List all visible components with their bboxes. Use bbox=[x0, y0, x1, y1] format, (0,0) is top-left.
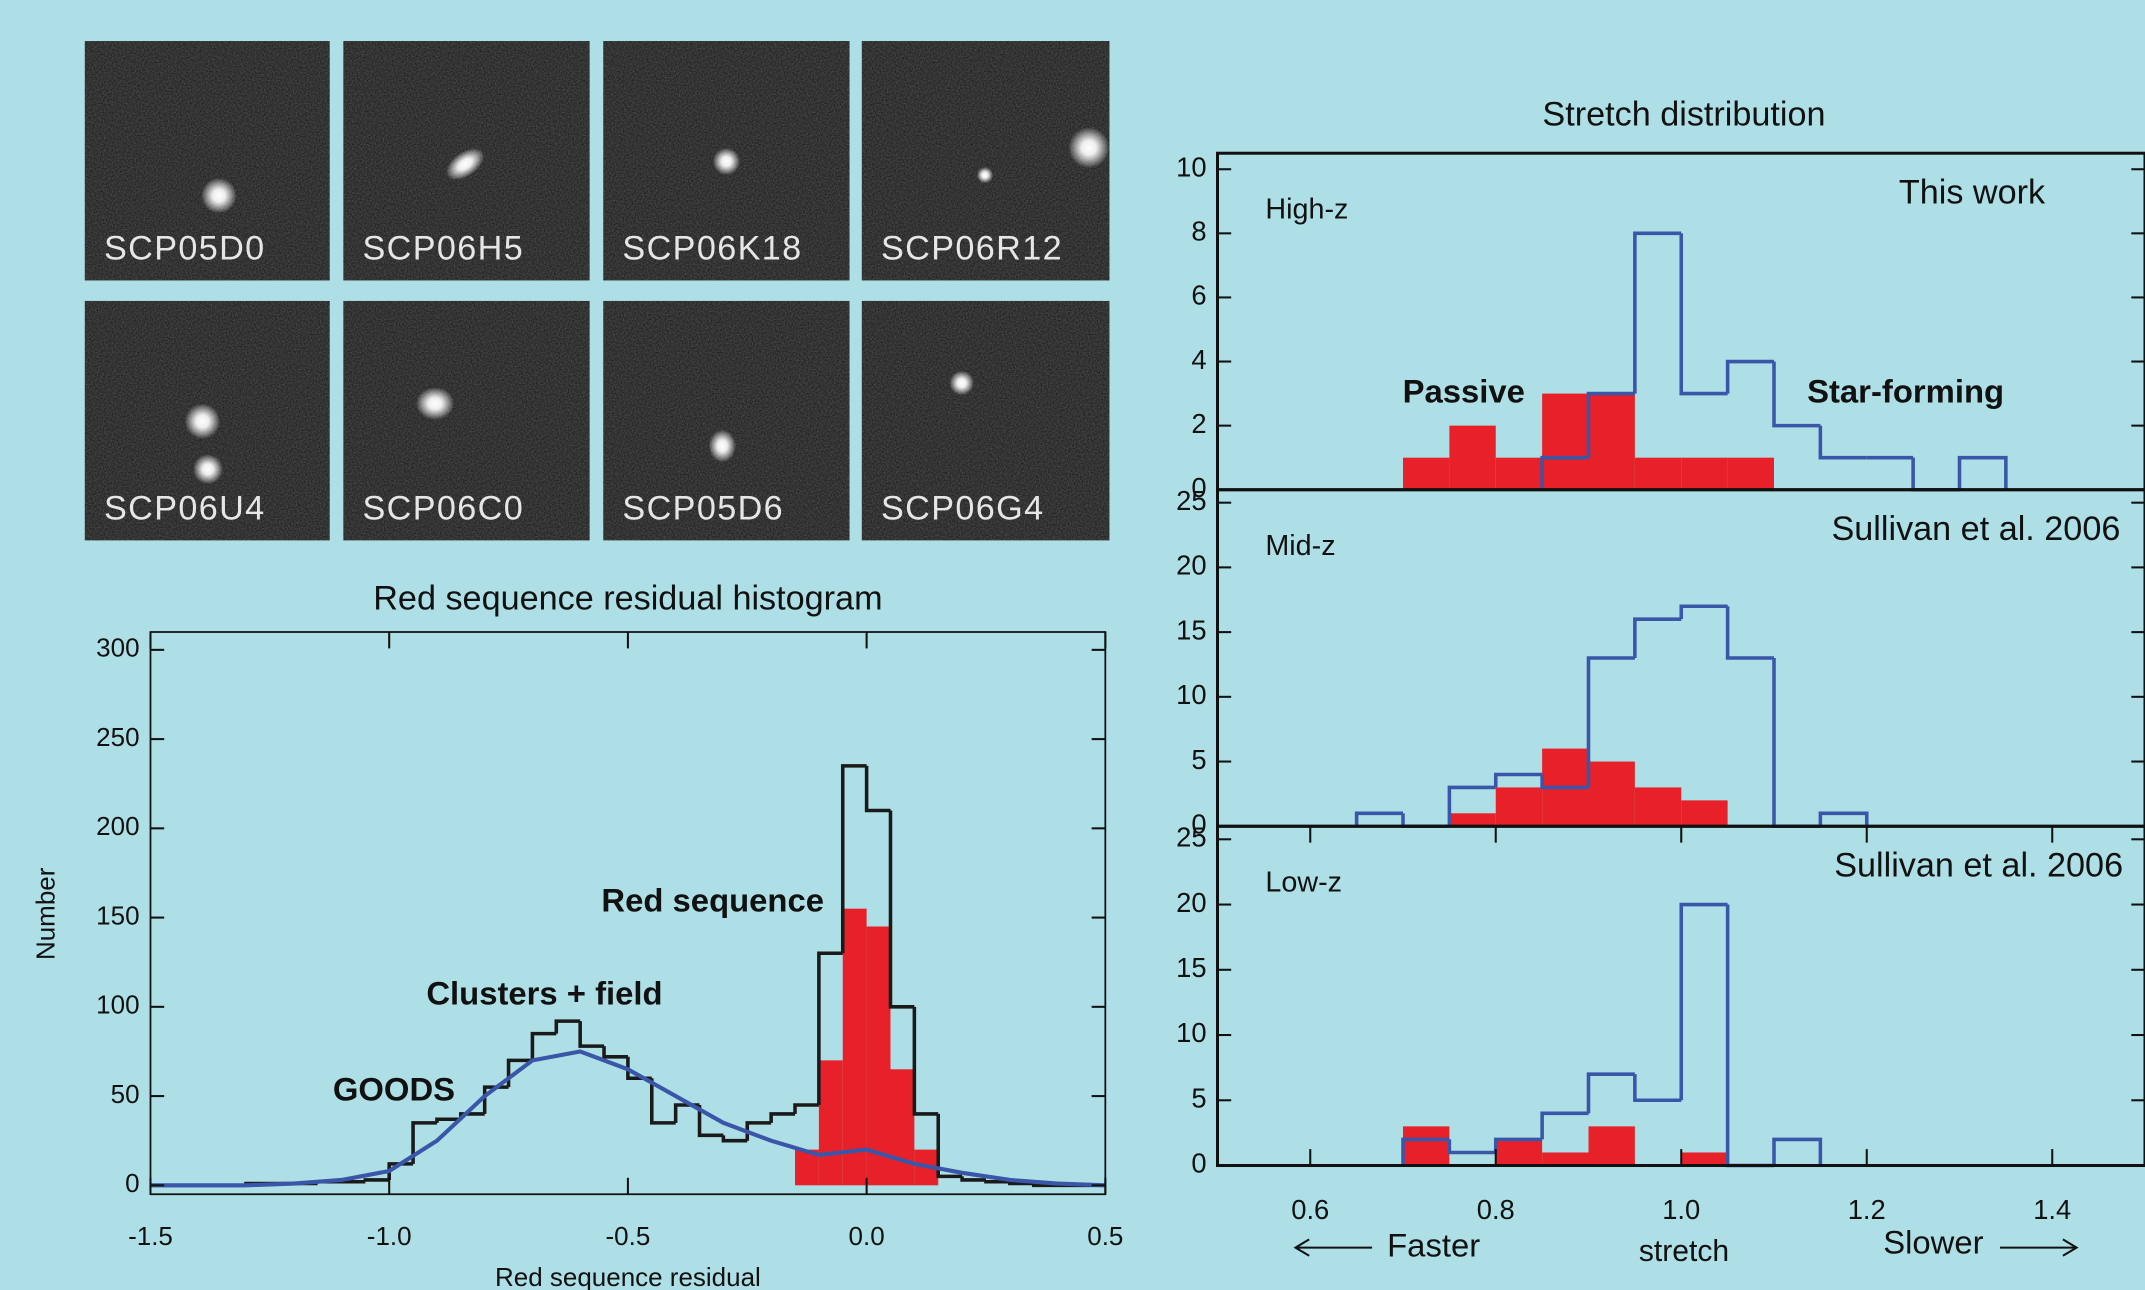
series-label: Red sequence bbox=[601, 882, 824, 919]
thumb-label: SCP06H5 bbox=[363, 229, 525, 267]
y-tick-label: 5 bbox=[1191, 1082, 1206, 1113]
y-tick-label: 15 bbox=[1176, 952, 1206, 983]
y-tick-label: 150 bbox=[96, 900, 139, 930]
x-tick-label: -0.5 bbox=[606, 1221, 651, 1251]
y-tick-label: 250 bbox=[96, 722, 139, 752]
x-tick-label: -1.5 bbox=[128, 1221, 173, 1251]
y-tick-label: 50 bbox=[111, 1079, 140, 1109]
y-tick-label: 2 bbox=[1191, 408, 1206, 439]
y-tick-label: 5 bbox=[1191, 744, 1206, 775]
y-axis-label: Number bbox=[31, 867, 61, 960]
hist-bar bbox=[819, 1060, 843, 1185]
direction-note: Faster bbox=[1387, 1226, 1480, 1263]
page: SCP05D0 SCP06H5 SCP06K18 SCP06R12 SCP06U4 SCP… bbox=[0, 0, 2145, 1290]
y-tick-label: 4 bbox=[1191, 344, 1206, 375]
panel-source: This work bbox=[1899, 173, 2046, 211]
x-tick-label: 0.5 bbox=[1087, 1221, 1123, 1251]
thumb-label: SCP05D0 bbox=[104, 229, 266, 267]
x-tick-label: 1.4 bbox=[2033, 1194, 2071, 1225]
panel-label: High-z bbox=[1265, 193, 1348, 225]
series-label: Clusters + field bbox=[426, 975, 662, 1012]
hist-bar bbox=[1681, 800, 1727, 826]
hist-bar bbox=[1681, 1152, 1727, 1165]
hist-bar bbox=[1496, 458, 1542, 490]
hist-bar bbox=[1635, 787, 1681, 826]
thumb-label: SCP06K18 bbox=[622, 229, 802, 267]
y-tick-label: 10 bbox=[1176, 679, 1206, 710]
hist-bar bbox=[1728, 458, 1774, 490]
y-tick-label: 300 bbox=[96, 633, 139, 663]
direction-note: Slower bbox=[1883, 1224, 1983, 1261]
series-label: GOODS bbox=[333, 1070, 455, 1107]
x-axis-label: Red sequence residual bbox=[495, 1262, 761, 1290]
hist-bar bbox=[1588, 1126, 1634, 1165]
hist-bar bbox=[1588, 394, 1634, 490]
y-tick-label: 100 bbox=[96, 990, 139, 1020]
hist-bar bbox=[890, 1069, 914, 1185]
x-tick-label: 1.2 bbox=[1848, 1194, 1886, 1225]
y-tick-label: 8 bbox=[1191, 216, 1206, 247]
hist-bar bbox=[1496, 1139, 1542, 1165]
hist-bar bbox=[1542, 394, 1588, 490]
series-label: Passive bbox=[1403, 373, 1525, 410]
x-tick-label: 0.8 bbox=[1477, 1194, 1515, 1225]
hist-bar bbox=[1449, 813, 1495, 826]
hist-bar bbox=[1449, 426, 1495, 490]
panel-source: Sullivan et al. 2006 bbox=[1834, 846, 2123, 884]
y-tick-label: 25 bbox=[1176, 822, 1206, 853]
y-tick-label: 0 bbox=[1191, 1148, 1206, 1179]
x-axis-label: stretch bbox=[1639, 1235, 1729, 1268]
thumb-label: SCP06U4 bbox=[104, 489, 266, 527]
y-tick-label: 10 bbox=[1176, 1017, 1206, 1048]
hist-bar bbox=[867, 927, 891, 1186]
chart-title: Stretch distribution bbox=[1542, 95, 1825, 133]
panel-source: Sullivan et al. 2006 bbox=[1831, 510, 2120, 548]
hist-bar bbox=[1403, 1126, 1449, 1165]
x-tick-label: -1.0 bbox=[367, 1221, 412, 1251]
thumb-label: SCP06R12 bbox=[881, 229, 1063, 267]
chart-title: Red sequence residual histogram bbox=[373, 580, 882, 618]
figure: SCP05D0 SCP06H5 SCP06K18 SCP06R12 SCP06U4 SCP… bbox=[0, 0, 2145, 1290]
hist-step bbox=[365, 1180, 389, 1182]
y-tick-label: 15 bbox=[1176, 614, 1206, 645]
y-tick-label: 6 bbox=[1191, 280, 1206, 311]
hist-bar bbox=[843, 909, 867, 1186]
hist-bar bbox=[1588, 762, 1634, 827]
y-tick-label: 0 bbox=[125, 1168, 139, 1198]
x-tick-label: 0.6 bbox=[1291, 1194, 1329, 1225]
y-tick-label: 20 bbox=[1176, 550, 1206, 581]
thumb-label: SCP06G4 bbox=[881, 489, 1045, 527]
hist-bar bbox=[1542, 1152, 1588, 1165]
y-tick-label: 25 bbox=[1176, 485, 1206, 516]
hist-bar bbox=[1496, 787, 1542, 826]
hist-bar bbox=[1635, 458, 1681, 490]
x-tick-label: 1.0 bbox=[1662, 1194, 1700, 1225]
thumb-label: SCP06C0 bbox=[363, 489, 525, 527]
panel-label: Mid-z bbox=[1265, 530, 1335, 562]
series-label: Star-forming bbox=[1807, 373, 2004, 410]
x-tick-label: 0.0 bbox=[849, 1221, 885, 1251]
hist-bar bbox=[1403, 458, 1449, 490]
y-tick-label: 200 bbox=[96, 811, 139, 841]
y-tick-label: 10 bbox=[1176, 151, 1206, 182]
thumb-label: SCP05D6 bbox=[622, 489, 784, 527]
y-tick-label: 20 bbox=[1176, 887, 1206, 918]
hist-bar bbox=[1681, 458, 1727, 490]
panel-label: Low-z bbox=[1265, 866, 1342, 898]
